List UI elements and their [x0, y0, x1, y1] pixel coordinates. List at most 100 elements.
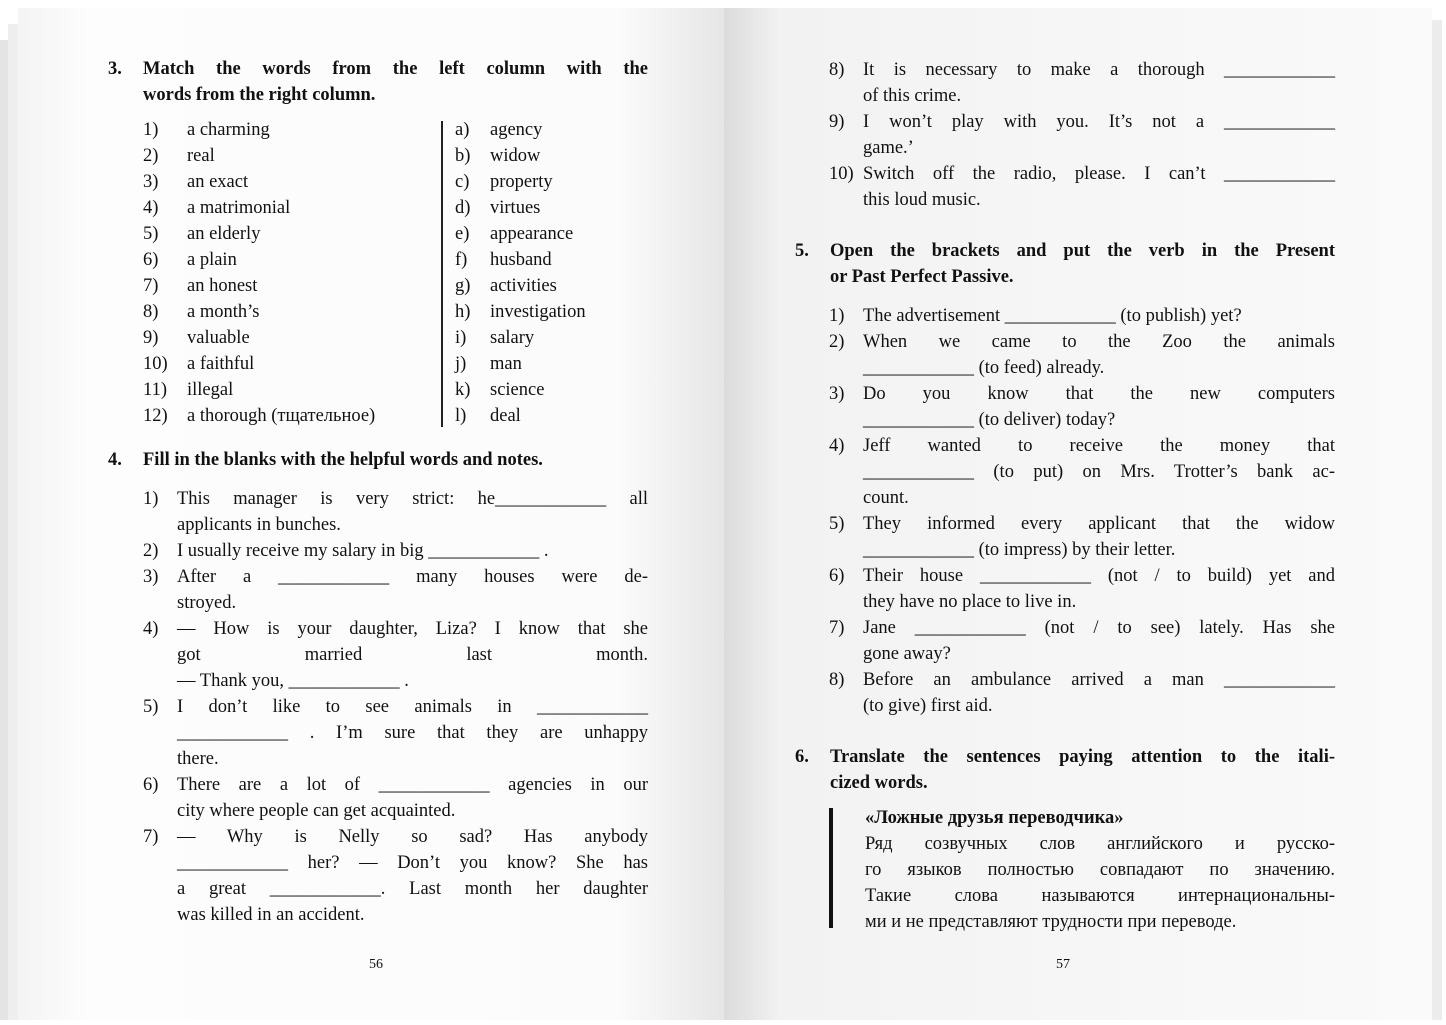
- note-heading: «Ложные друзья переводчика»: [865, 808, 1124, 828]
- match-row: 1) a charming a) agency: [143, 117, 648, 143]
- page-number: 56: [369, 957, 383, 972]
- match-row: 5) an elderly e) appearance: [143, 221, 648, 247]
- exercise-number: 3.: [108, 59, 122, 79]
- text-line: got married last month.: [177, 645, 648, 665]
- text-line: (to give) first aid.: [863, 696, 993, 716]
- right-letter: i): [455, 328, 467, 348]
- note-line: Такие слова называются интернациональны-: [865, 886, 1335, 906]
- item-text: The advertisement ____________ (to publi…: [863, 303, 1335, 329]
- left-word: a charming: [187, 120, 270, 140]
- text-line: gone away?: [863, 644, 951, 664]
- note-line: го языков полностью совпадают по значени…: [865, 860, 1335, 880]
- item-number: 8): [829, 60, 845, 80]
- note-line: Ряд созвучных слов английского и русско-: [865, 834, 1335, 854]
- right-word: appearance: [490, 224, 574, 244]
- page-stack-edge: [0, 40, 10, 1020]
- exercise-number: 5.: [795, 241, 809, 261]
- item-number: 2): [829, 332, 845, 352]
- right-letter: f): [455, 250, 468, 270]
- text-line: I won’t play with you. It’s not a ______…: [863, 112, 1335, 132]
- left-word: an exact: [187, 172, 249, 192]
- item-number: 8): [829, 670, 845, 690]
- instruction-line: Match the words from the left column wit…: [143, 59, 648, 79]
- item-text: Jane ____________ (not / to see) lately.…: [863, 615, 1335, 667]
- left-word: a matrimonial: [187, 198, 291, 218]
- text-line: There are a lot of ____________ agencies…: [177, 775, 648, 795]
- right-letter: j): [455, 354, 467, 374]
- left-number: 8): [143, 302, 159, 322]
- text-line: a great ____________. Last month her dau…: [177, 879, 648, 899]
- text-line: count.: [863, 488, 909, 508]
- text-line: ____________ . I’m sure that they are un…: [177, 723, 648, 743]
- page-stack-edge: [1430, 20, 1442, 1020]
- left-word: a faithful: [187, 354, 255, 374]
- text-line: stroyed.: [177, 593, 237, 613]
- item-text: Before an ambulance arrived a man ______…: [863, 667, 1335, 719]
- text-line: ____________ (to feed) already.: [863, 358, 1105, 378]
- left-number: 1): [143, 120, 159, 140]
- item-number: 10): [829, 164, 854, 184]
- item-number: 6): [143, 775, 159, 795]
- right-letter: k): [455, 380, 471, 400]
- instruction-line: cized words.: [830, 773, 928, 793]
- right-letter: c): [455, 172, 470, 192]
- note-box: «Ложные друзья переводчика» Ряд созвучных…: [865, 805, 1335, 935]
- text-line: was killed in an accident.: [177, 905, 365, 925]
- text-line: city where people can get acquainted.: [177, 801, 456, 821]
- left-number: 10): [143, 354, 168, 374]
- text-line: this loud music.: [863, 190, 981, 210]
- left-number: 5): [143, 224, 159, 244]
- text-line: there.: [177, 749, 219, 769]
- exercise-number: 4.: [108, 450, 122, 470]
- item-number: 6): [829, 566, 845, 586]
- left-word: a thorough (тщательное): [187, 406, 376, 426]
- right-word: investigation: [490, 302, 586, 322]
- left-word: a plain: [187, 250, 237, 270]
- text-line: ____________ (to put) on Mrs. Trotter’s …: [863, 462, 1335, 482]
- right-letter: l): [455, 406, 467, 426]
- right-letter: b): [455, 146, 471, 166]
- item-text: They informed every applicant that the w…: [863, 511, 1335, 563]
- item-text: Do you know that the new computers ______…: [863, 381, 1335, 433]
- left-number: 12): [143, 406, 168, 426]
- match-row: 10) a faithful j) man: [143, 351, 648, 377]
- exercise-instruction: Fill in the blanks with the helpful word…: [143, 447, 648, 473]
- item-text: Jeff wanted to receive the money that ___…: [863, 433, 1335, 511]
- item-number: 7): [143, 827, 159, 847]
- item-text: I won’t play with you. It’s not a ______…: [863, 109, 1335, 161]
- item-number: 7): [829, 618, 845, 638]
- text-line: ____________ her? — Don’t you know? She …: [177, 853, 648, 873]
- right-letter: g): [455, 276, 471, 296]
- match-row: 12) a thorough (тщательное) l) deal: [143, 403, 648, 429]
- match-row: 6) a plain f) husband: [143, 247, 648, 273]
- instruction-line: Open the brackets and put the verb in th…: [830, 241, 1335, 261]
- text-line: Their house ____________ (not / to build…: [863, 566, 1335, 586]
- left-number: 2): [143, 146, 159, 166]
- right-letter: d): [455, 198, 471, 218]
- left-number: 6): [143, 250, 159, 270]
- item-text: There are a lot of ____________ agencies…: [177, 772, 648, 824]
- left-word: an honest: [187, 276, 258, 296]
- left-number: 4): [143, 198, 159, 218]
- text-line: Before an ambulance arrived a man ______…: [863, 670, 1335, 690]
- text-line: they have no place to live in.: [863, 592, 1077, 612]
- item-text: Their house ____________ (not / to build…: [863, 563, 1335, 615]
- item-text: After a ____________ many houses were de…: [177, 564, 648, 616]
- text-line: Do you know that the new computers: [863, 384, 1335, 404]
- right-word: virtues: [490, 198, 541, 218]
- text-line: applicants in bunches.: [177, 515, 341, 535]
- text-line: — Thank you, ____________ .: [177, 671, 409, 691]
- left-number: 9): [143, 328, 159, 348]
- text-line: Jeff wanted to receive the money that: [863, 436, 1335, 456]
- text-line: I usually receive my salary in big _____…: [177, 541, 549, 561]
- left-word: a month’s: [187, 302, 260, 322]
- item-number: 4): [143, 619, 159, 639]
- matching-table: 1) a charming a) agency 2) real b) widow 3) an ex…: [143, 117, 648, 429]
- text-line: ____________ (to deliver) today?: [863, 410, 1116, 430]
- text-line: of this crime.: [863, 86, 962, 106]
- exercise-instruction: Match the words from the left column wit…: [143, 56, 648, 108]
- note-bar: [829, 808, 833, 928]
- text-line: Jane ____________ (not / to see) lately.…: [863, 618, 1335, 638]
- item-text: — How is your daughter, Liza? I know tha…: [177, 616, 648, 694]
- item-text: This manager is very strict: he_________…: [177, 486, 648, 538]
